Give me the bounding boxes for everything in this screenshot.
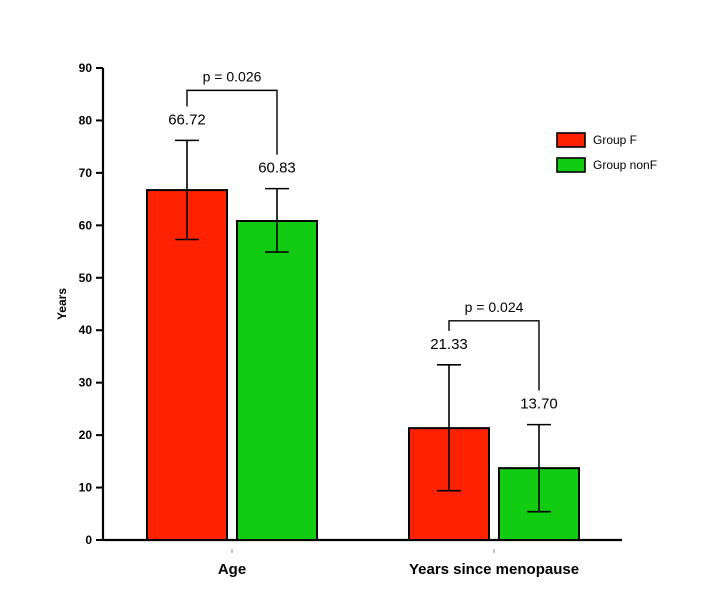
y-tick-label: 40 bbox=[79, 323, 93, 337]
legend-entry: Group nonF bbox=[593, 158, 657, 172]
y-tick-label: 20 bbox=[79, 428, 93, 442]
legend-swatch bbox=[556, 132, 586, 148]
x-tick-label: Age bbox=[218, 561, 246, 578]
y-tick-label: 10 bbox=[79, 481, 93, 495]
data-label: 60.83 bbox=[258, 160, 296, 177]
y-tick-label: 30 bbox=[79, 376, 93, 390]
data-label: 21.33 bbox=[430, 336, 468, 353]
labels: 66.72 60.83 p = 0.026 21.33 13.70 p = 0.024 bbox=[168, 68, 558, 412]
y-tick-label: 80 bbox=[79, 113, 93, 127]
p-value-label: p = 0.024 bbox=[465, 299, 524, 315]
significance-bracket bbox=[448, 320, 540, 391]
p-value-label: p = 0.026 bbox=[203, 68, 262, 84]
y-axis-label: Years bbox=[55, 288, 69, 320]
x-tick-label: Years since menopause bbox=[409, 561, 579, 578]
y-tick-label: 60 bbox=[79, 218, 93, 232]
y-tick-label: 50 bbox=[79, 271, 93, 285]
bars bbox=[146, 139, 580, 542]
bar bbox=[146, 189, 228, 541]
significance-bracket bbox=[186, 89, 278, 155]
bar bbox=[236, 219, 318, 541]
legend-swatch bbox=[556, 157, 586, 173]
y-tick-label: 0 bbox=[85, 533, 92, 547]
legend: Group F Group nonF bbox=[556, 132, 657, 173]
y-tick-label: 70 bbox=[79, 166, 93, 180]
y-tick-label: 90 bbox=[79, 61, 93, 75]
data-label: 66.72 bbox=[168, 111, 206, 128]
legend-entry: Group F bbox=[593, 133, 637, 147]
data-label: 13.70 bbox=[520, 396, 558, 413]
